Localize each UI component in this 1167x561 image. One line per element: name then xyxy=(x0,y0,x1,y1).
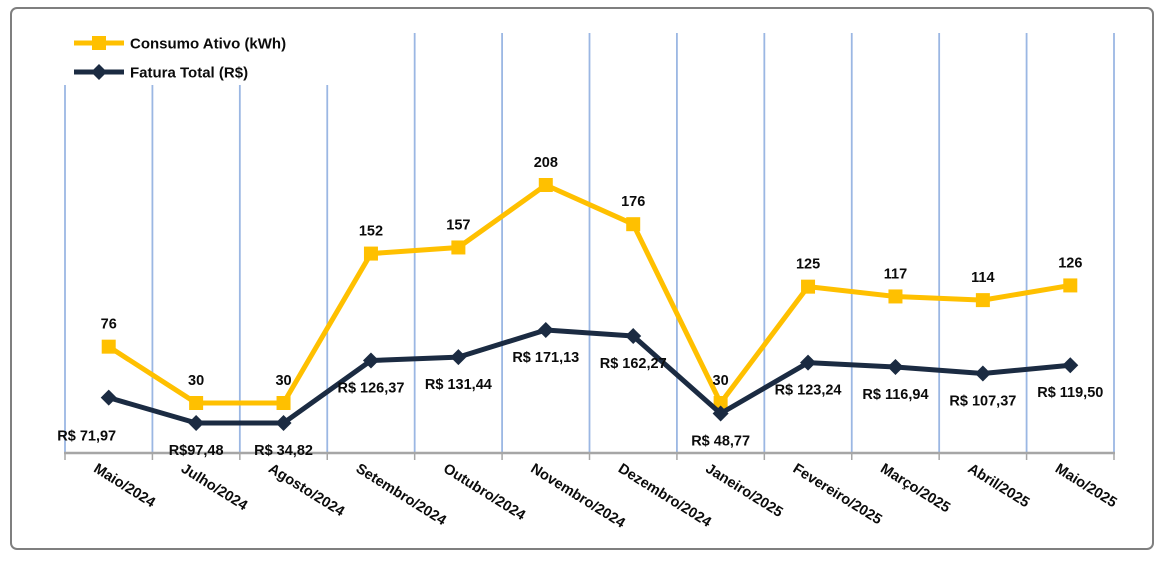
legend-label: Consumo Ativo (kWh) xyxy=(130,36,286,53)
series-line-0 xyxy=(106,182,1073,406)
data-label: R$ 48,77 xyxy=(691,433,750,449)
data-label: R$ 116,94 xyxy=(862,387,928,403)
series-0-marker xyxy=(975,293,990,308)
x-axis-label: Março/2025 xyxy=(877,461,952,516)
x-axis-label: Maio/2025 xyxy=(1052,461,1119,511)
data-label: R$ 71,97 xyxy=(57,429,116,445)
legend-square-icon xyxy=(92,36,106,50)
series-0-marker xyxy=(801,279,816,294)
data-label: R$ 119,50 xyxy=(1037,385,1103,401)
legend-box xyxy=(62,24,395,85)
x-axis-label: Maio/2024 xyxy=(91,461,158,511)
x-axis-label: Setembro/2024 xyxy=(353,461,449,529)
x-axis-label: Novembro/2024 xyxy=(528,461,628,532)
data-label: R$ 131,44 xyxy=(425,377,492,393)
series-0-marker xyxy=(363,246,378,261)
series-0-marker xyxy=(1063,278,1078,293)
series-1-marker xyxy=(100,389,117,406)
x-axis-label: Julho/2024 xyxy=(178,461,250,514)
data-label: R$ 126,37 xyxy=(337,381,404,397)
data-label: 126 xyxy=(1058,255,1082,271)
series-1-marker xyxy=(537,322,554,338)
x-axis-label: Abril/2025 xyxy=(965,461,1032,511)
data-label: 114 xyxy=(971,270,994,286)
data-label: R$ 123,24 xyxy=(775,383,842,399)
series-1-marker xyxy=(712,405,729,422)
series-1-marker xyxy=(362,352,379,369)
x-axis-label: Agosto/2024 xyxy=(265,461,347,520)
series-0-marker xyxy=(888,289,903,304)
series-1-marker xyxy=(275,415,292,431)
series-0-marker xyxy=(713,396,728,410)
data-label: 176 xyxy=(621,194,645,210)
data-label: 30 xyxy=(275,373,291,389)
x-axis-label: Dezembro/2024 xyxy=(615,461,714,531)
data-label: R$97,48 xyxy=(169,443,224,459)
legend-diamond-icon xyxy=(91,64,107,80)
series-1-marker xyxy=(625,328,642,345)
series-0-marker xyxy=(189,396,204,410)
data-label: 208 xyxy=(534,155,558,171)
series-0-marker xyxy=(538,178,553,192)
data-label: 30 xyxy=(713,373,729,389)
data-label: R$ 171,13 xyxy=(512,350,579,366)
series-1-marker xyxy=(1062,357,1079,374)
data-label: R$ 162,27 xyxy=(600,356,667,372)
data-label: R$ 34,82 xyxy=(254,443,313,459)
series-0-marker xyxy=(276,396,291,410)
series-1-marker xyxy=(188,415,205,431)
series-1-marker xyxy=(887,358,904,375)
series-0-marker xyxy=(626,217,641,232)
data-label: 157 xyxy=(446,217,470,233)
series-1-marker xyxy=(450,349,467,366)
data-label: 30 xyxy=(188,373,204,389)
x-axis-label: Outubro/2024 xyxy=(440,461,528,524)
series-line-1 xyxy=(106,327,1073,426)
data-label: 76 xyxy=(101,317,117,333)
series-1-marker xyxy=(800,354,817,371)
series-0-marker xyxy=(451,240,466,255)
series-0-marker xyxy=(101,339,116,354)
legend-label: Fatura Total (R$) xyxy=(130,65,248,82)
series-1-marker xyxy=(974,365,991,382)
x-axis-label: Fevereiro/2025 xyxy=(790,461,885,528)
data-label: R$ 107,37 xyxy=(949,394,1016,410)
data-label: 152 xyxy=(359,224,383,240)
x-axis-label: Janeiro/2025 xyxy=(703,461,786,521)
data-label: 125 xyxy=(796,257,820,273)
data-label: 117 xyxy=(884,266,907,282)
